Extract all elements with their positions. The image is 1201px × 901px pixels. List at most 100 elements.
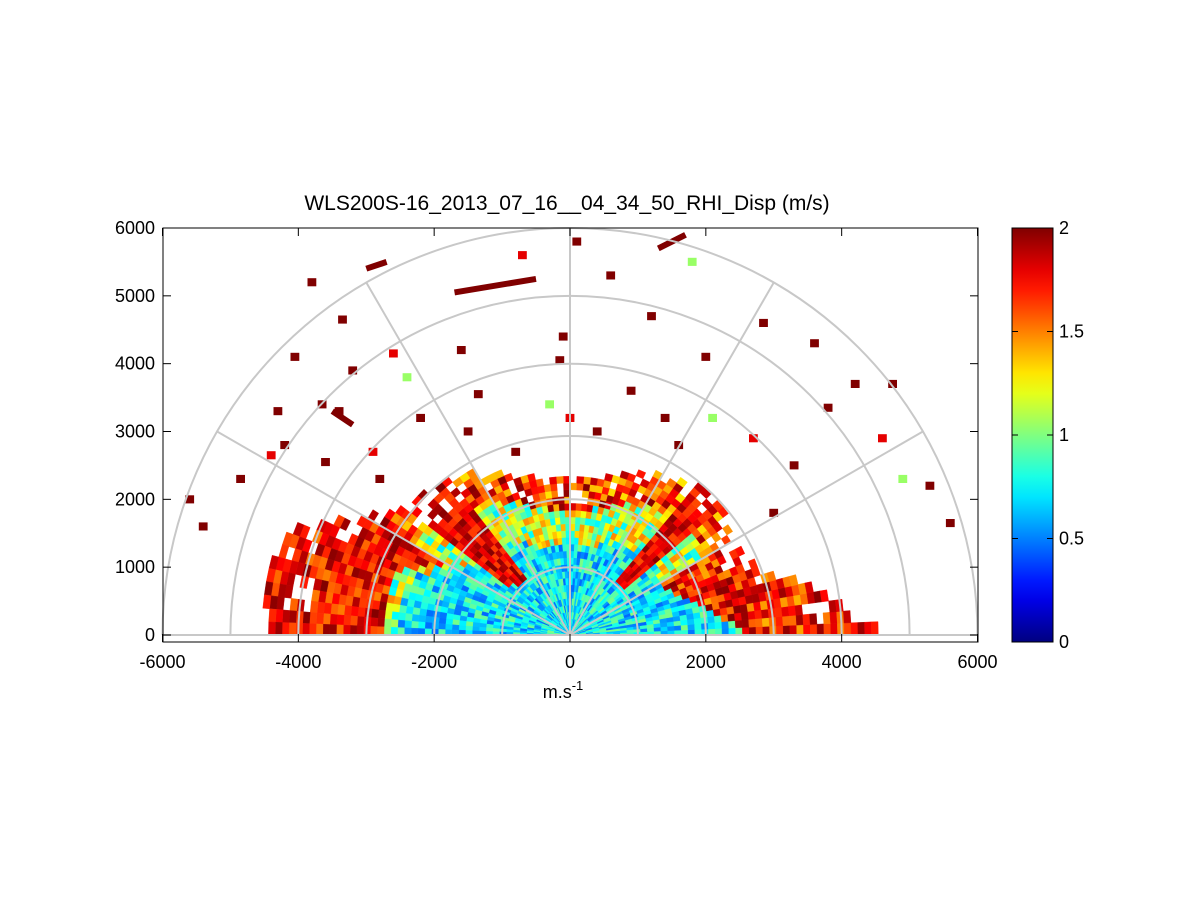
data-cell [329,624,337,636]
data-cell [290,352,300,361]
x-tick-label: 6000 [957,652,997,672]
x-tick-label: 2000 [686,652,726,672]
data-cell [742,626,750,636]
data-cell [268,621,276,636]
colorbar-strip [1011,227,1054,643]
data-cell [463,427,473,436]
data-cell [555,356,565,365]
data-cell [545,400,554,409]
data-cell [473,390,483,399]
data-cell [843,622,852,636]
data-cell [857,621,866,636]
data-cell [370,617,379,627]
data-cell [574,523,580,532]
data-cell [720,614,729,623]
y-tick-label: 0 [145,625,155,645]
data-cell [843,610,852,624]
data-streak [454,275,537,296]
data-cell [397,627,405,636]
data-cell [343,605,353,617]
data-cell [281,622,290,636]
data-cell [185,495,195,504]
data-cell [558,332,568,341]
data-cell [404,620,412,629]
data-cell [280,441,290,450]
data-cell [803,624,811,636]
data-cell [626,386,636,395]
data-cell [425,609,434,618]
data-cell [336,624,344,636]
data-cell [781,606,790,617]
data-cell [830,623,838,636]
data-cell [562,476,571,484]
data-cell [802,613,811,626]
data-cell [734,545,746,557]
data-cell [573,550,578,559]
data-cell [330,603,339,615]
data-cell [878,434,887,443]
y-tick-label: 5000 [115,286,155,306]
data-cell [349,615,358,626]
data-cell [587,490,596,499]
data-cell [416,413,425,422]
data-cell [596,478,605,487]
data-cell [572,571,576,579]
y-tick-label: 2000 [115,489,155,509]
data-cell [458,620,467,627]
data-cell [680,624,689,631]
data-cell [402,373,412,382]
data-cell [578,523,585,532]
data-cell [390,619,399,628]
data-cell [945,519,955,528]
data-cell [788,574,799,587]
data-cell [694,623,702,630]
data-cell [732,604,742,614]
data-cell [315,623,324,636]
spoke-line [216,430,571,636]
data-cell [667,625,675,631]
data-cell [788,615,797,626]
data-cell [728,627,736,636]
data-cell [377,617,385,628]
data-cell [592,427,602,436]
data-cell [417,621,426,629]
data-cell [236,474,245,483]
data-cell [376,626,385,636]
data-cell [289,598,299,612]
data-cell [411,495,424,508]
colorbar-tick-label: 0 [1059,632,1069,652]
data-cell [647,312,656,321]
data-cell [518,251,527,260]
colorbar: 0 0.5 1 1.5 2 [1011,218,1084,652]
colorbar-tick-label: 2 [1059,218,1069,238]
data-cell [769,508,779,517]
colorbar-tick-label: 1.5 [1059,322,1084,342]
data-cell [383,626,392,636]
data-cell [456,346,466,355]
data-cell [309,612,318,625]
chart-title: WLS200S-16_2013_07_16__04_34_50_RHI_Disp… [304,192,829,215]
data-cell [572,557,577,565]
data-cell [418,614,427,623]
data-cell [748,626,757,636]
data-cell [505,629,514,633]
data-cell [511,447,521,456]
data-cell [809,623,818,636]
data-cell [322,623,331,636]
data-cell [549,476,557,485]
data-cell [357,606,366,618]
data-cell [377,609,386,620]
data-cell [370,626,378,636]
data-cell [397,619,406,629]
colorbar-tick-label: 0.5 [1059,529,1084,549]
data-cell [789,461,799,470]
data-cell [687,257,697,266]
data-cell [560,530,566,538]
data-cell [735,627,743,636]
data-cell [823,623,832,636]
data-cell [822,612,831,625]
data-cell [485,627,494,632]
x-axis-label-base: m.s [543,682,572,702]
data-cell [579,517,586,525]
data-cell [405,606,414,615]
